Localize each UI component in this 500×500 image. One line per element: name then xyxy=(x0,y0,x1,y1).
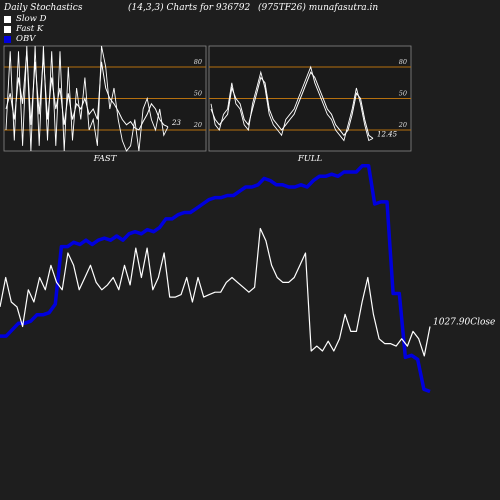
legend-swatch-obv xyxy=(4,35,11,43)
legend-label-obv: OBV xyxy=(16,34,36,44)
legend-swatch-fast-k xyxy=(4,25,11,33)
fast-panel-title: FAST xyxy=(93,154,118,164)
full-series-fast-k xyxy=(210,65,374,142)
full-tick-label-50: 50 xyxy=(399,90,407,98)
full-last-value-label: 12.45 xyxy=(377,130,398,138)
obv-price-plot: 1027.90Close xyxy=(0,163,495,394)
fast-series-fast-k xyxy=(5,45,169,152)
full-tick-label-20: 20 xyxy=(398,121,407,129)
legend-label-slow-d: Slow D xyxy=(16,14,47,24)
close-price-line xyxy=(0,227,431,357)
header-symbol: (14,3,3) Charts for 936792 xyxy=(128,3,251,13)
legend-item-slow-d: Slow D xyxy=(4,14,46,24)
full-panel-title: FULL xyxy=(297,154,323,164)
fast-last-value-label: 23 xyxy=(171,119,181,127)
legend-item-fast-k: Fast K xyxy=(4,24,43,34)
fast-tick-label-20: 20 xyxy=(193,121,202,129)
header-title: Daily Stochastics xyxy=(4,3,83,13)
legend-label-fast-k: Fast K xyxy=(16,24,44,34)
legend-item-obv: OBV xyxy=(4,34,35,44)
full-tick-label-80: 80 xyxy=(399,58,407,66)
obv-line xyxy=(0,163,431,394)
legend-swatch-slow-d xyxy=(4,15,11,23)
header-source: (975TF26) munafasutra.in xyxy=(258,3,379,13)
close-last-value-label: 1027.90Close xyxy=(433,318,495,328)
fast-tick-label-80: 80 xyxy=(194,58,202,66)
fast-tick-label-50: 50 xyxy=(194,90,202,98)
fast-stochastic-panel: 80 50 20 23 FAST xyxy=(3,45,207,164)
